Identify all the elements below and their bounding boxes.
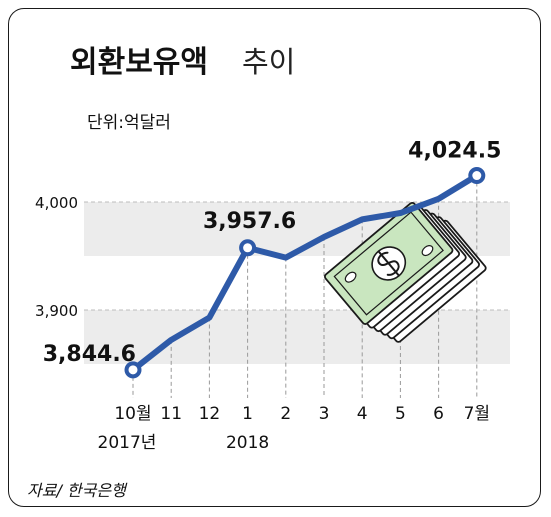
x-tick-label: 2 [280, 404, 291, 424]
bill-corner-mark [421, 245, 434, 257]
data-label: 4,024.5 [408, 139, 501, 164]
chart-title-suffix: 추이 [242, 45, 295, 79]
x-tick-label: 5 [395, 404, 406, 424]
money-stack-icon [324, 201, 487, 343]
bill-corner-mark [344, 271, 357, 283]
year-labels: 2017년 2018 [98, 433, 270, 453]
data-label: 3,957.6 [203, 209, 296, 234]
data-points [124, 167, 486, 379]
x-tick-label: 6 [433, 404, 444, 424]
x-tick-label: 7월 [464, 404, 490, 424]
x-axis-labels: 10월 11 12 1 2 3 4 5 6 7월 [114, 404, 490, 424]
dollar-sign-icon [377, 250, 400, 276]
x-tick-label: 12 [199, 404, 221, 424]
y-axis-ticks: 3,900 4,000 [35, 194, 510, 320]
data-labels: 3,844.6 3,957.6 4,024.5 [43, 139, 502, 367]
x-tick-label: 11 [160, 404, 182, 424]
year-label: 2018 [226, 433, 269, 453]
chart-title: 외환보유액 [70, 45, 208, 80]
data-point [124, 361, 142, 379]
data-point [468, 167, 486, 185]
series-line-group [130, 172, 480, 373]
source-label: 자료/ 한국은행 [27, 481, 128, 500]
bill-inner-border [333, 211, 444, 316]
data-point [239, 239, 257, 257]
unit-label: 단위:억달러 [87, 113, 171, 133]
y-tick-label: 3,900 [35, 302, 78, 320]
x-tick-label: 10월 [114, 404, 151, 424]
year-label: 2017년 [98, 433, 157, 453]
data-label: 3,844.6 [43, 342, 136, 367]
x-tick-label: 1 [242, 404, 253, 424]
x-tick-label: 4 [357, 404, 368, 424]
x-tick-label: 3 [319, 404, 330, 424]
y-tick-label: 4,000 [35, 194, 78, 212]
series-line [130, 172, 480, 373]
